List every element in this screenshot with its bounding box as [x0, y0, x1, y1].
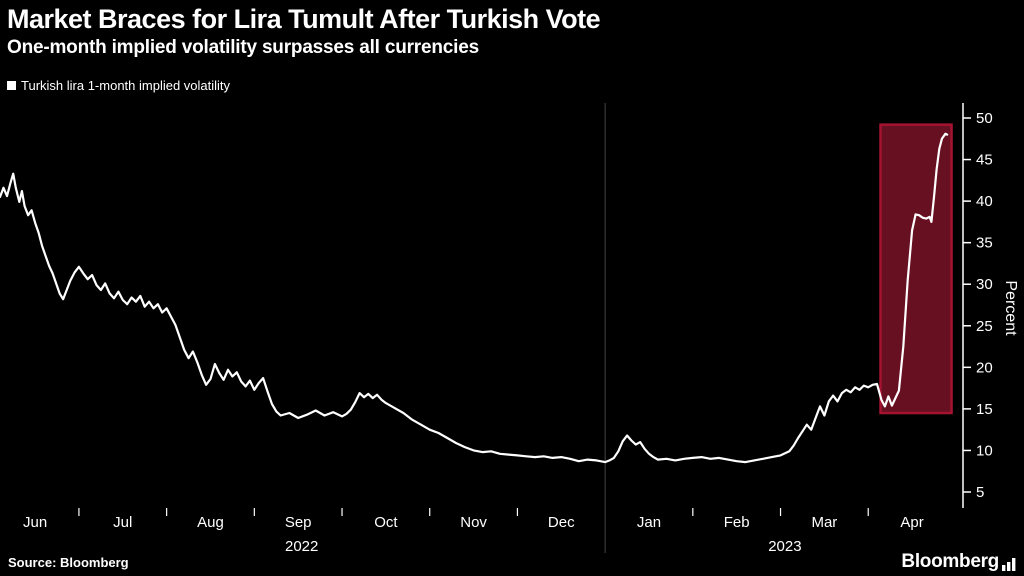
y-tick-label: 30 — [976, 276, 993, 293]
x-month-label: Dec — [548, 514, 575, 531]
series-line — [0, 132, 949, 464]
footer: Source: Bloomberg Bloomberg — [0, 550, 1024, 574]
y-tick-label: 20 — [976, 359, 993, 376]
y-tick-label: 40 — [976, 193, 993, 210]
x-month-label: Sep — [285, 514, 312, 531]
x-month-label: Jul — [113, 514, 132, 531]
y-tick-label: 5 — [976, 484, 984, 501]
y-tick-label: 25 — [976, 318, 993, 335]
source-credit: Source: Bloomberg — [8, 554, 129, 570]
x-month-label: Nov — [460, 514, 487, 531]
y-axis-title: Percent — [1002, 280, 1019, 336]
y-tick-label: 35 — [976, 235, 993, 252]
y-tick-label: 50 — [976, 110, 993, 127]
x-month-label: Aug — [197, 514, 224, 531]
legend-label: Turkish lira 1-month implied volatility — [21, 78, 231, 93]
x-year-label: 2023 — [768, 538, 801, 555]
x-month-label: Apr — [900, 514, 923, 531]
volatility-line-chart: 5 10 15 20 25 30 35 40 45 50 Jun Jul Aug Sep Oct Nov Dec… — [0, 103, 1019, 555]
x-month-label: Jan — [637, 514, 661, 531]
legend: Turkish lira 1-month implied volatility — [7, 78, 230, 93]
chart-title: Market Braces for Lira Tumult After Turk… — [7, 4, 601, 34]
x-month-label: Jun — [23, 514, 47, 531]
y-tick-label: 45 — [976, 152, 993, 169]
y-tick-label: 15 — [976, 401, 993, 418]
y-tick-label: 10 — [976, 442, 993, 459]
legend-swatch-icon — [7, 81, 16, 90]
bloomberg-chart-icon — [1002, 558, 1016, 571]
bloomberg-wordmark: Bloomberg — [901, 551, 999, 572]
chart-subtitle: One-month implied volatility surpasses a… — [7, 37, 479, 58]
bloomberg-logo: Bloomberg — [901, 551, 1016, 573]
highlight-region — [879, 123, 953, 415]
x-year-label: 2022 — [285, 538, 318, 555]
x-month-label: Oct — [374, 514, 398, 531]
chart-plot-area: 5 10 15 20 25 30 35 40 45 50 Jun Jul Aug Sep Oct Nov Dec… — [0, 103, 993, 555]
x-month-label: Mar — [811, 514, 837, 531]
x-month-label: Feb — [724, 514, 750, 531]
